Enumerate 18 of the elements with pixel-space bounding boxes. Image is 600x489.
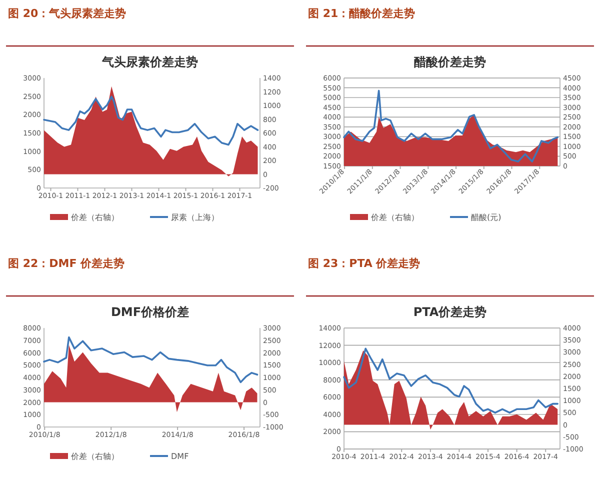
chart-title: 图 21：醋酸价差走势 [308, 7, 416, 20]
chart-subtitle: 气头尿素价差走势 [101, 55, 198, 69]
chart-subtitle: DMF价格价差 [110, 305, 190, 319]
legend-label: 尿素（上海） [171, 213, 219, 222]
chart-title: 图 20：气头尿素差走势 [8, 7, 126, 20]
line-series [43, 96, 259, 146]
legend-label: 价差（右轴） [70, 213, 119, 222]
legend-label: 价差（右轴） [70, 452, 119, 461]
chart-subtitle: PTA价差走势 [413, 305, 487, 319]
chart-subtitle: 醋酸价差走势 [414, 55, 486, 69]
legend-label: 价差（右轴） [370, 213, 419, 222]
legend-label: DMF [171, 452, 190, 461]
line-series [343, 90, 559, 162]
chart-title: 图 22：DMF 价差走势 [8, 257, 125, 270]
chart-title: 图 23：PTA 价差走势 [308, 257, 420, 270]
legend-label: 醋酸(元) [471, 213, 502, 222]
line-series [43, 336, 258, 384]
line-series [343, 348, 558, 414]
